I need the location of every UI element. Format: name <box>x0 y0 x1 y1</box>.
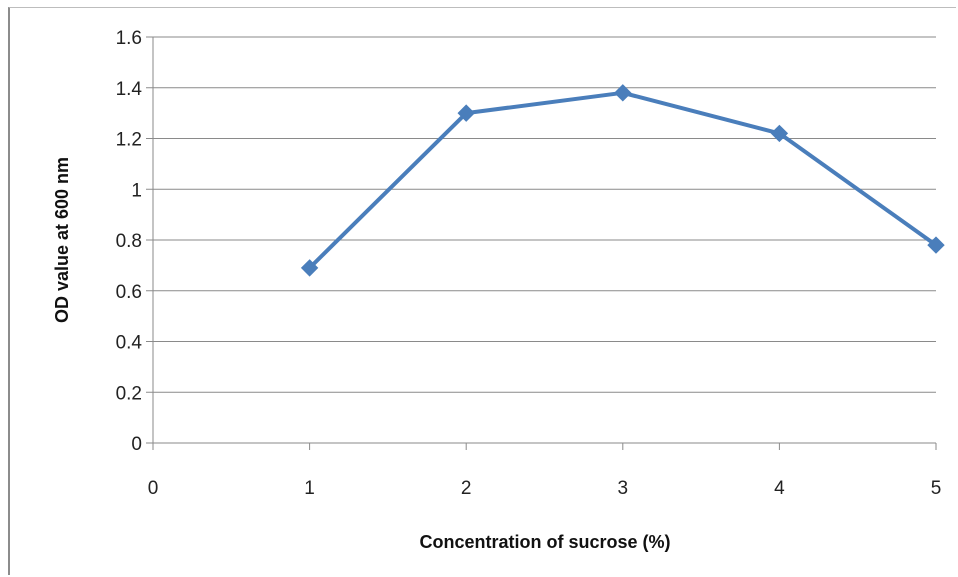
data-point-marker <box>300 259 319 277</box>
data-point-marker <box>614 84 632 102</box>
y-tick-label: 1 <box>131 180 142 201</box>
data-series <box>300 84 945 277</box>
x-tick-label: 1 <box>304 478 315 499</box>
data-point-marker <box>770 124 789 143</box>
y-tick-label: 0.8 <box>116 231 142 252</box>
x-tick-label: 2 <box>461 478 472 499</box>
series-line <box>307 90 938 270</box>
y-tick-labels: 0 0.2 0.4 0.6 0.8 1 1.2 1.4 1.6 <box>116 28 143 455</box>
y-axis-title: OD value at 600 nm <box>52 157 72 323</box>
y-tick-label: 1.2 <box>116 130 142 151</box>
x-tick-label: 3 <box>618 478 629 499</box>
data-point-marker <box>927 236 945 254</box>
y-tick-label: 0.2 <box>116 383 142 404</box>
y-tick-label: 0.4 <box>116 333 143 354</box>
x-tick-label: 5 <box>931 478 942 499</box>
axes <box>146 36 937 450</box>
y-tick-label: 1.4 <box>116 79 143 100</box>
y-tick-label: 0.6 <box>116 282 142 303</box>
y-tick-label: 1.6 <box>116 28 142 49</box>
x-axis-title: Concentration of sucrose (%) <box>419 532 670 552</box>
grid-lines <box>153 36 936 393</box>
y-tick-label: 0 <box>131 434 142 455</box>
data-point-marker <box>457 104 475 122</box>
x-tick-label: 4 <box>774 478 785 499</box>
x-tick-labels: 0 1 2 3 4 5 <box>148 478 942 499</box>
x-tick-label: 0 <box>148 478 159 499</box>
